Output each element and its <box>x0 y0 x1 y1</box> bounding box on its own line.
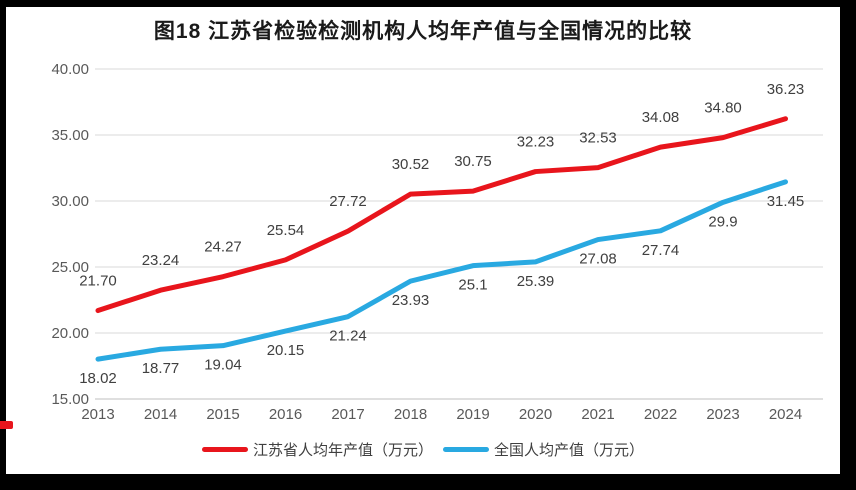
data-label: 23.24 <box>142 252 180 269</box>
data-label: 31.45 <box>767 193 805 210</box>
data-label: 20.15 <box>267 342 305 359</box>
y-tick-label: 15.00 <box>51 391 89 408</box>
legend-swatch-1 <box>443 447 489 452</box>
y-tick-label: 30.00 <box>51 193 89 210</box>
data-label: 21.24 <box>329 328 367 345</box>
x-tick-label: 2013 <box>81 406 114 423</box>
data-label: 32.53 <box>579 130 617 147</box>
x-tick-label: 2021 <box>581 406 614 423</box>
data-label: 18.02 <box>79 370 117 387</box>
x-tick-label: 2016 <box>269 406 302 423</box>
data-label: 23.93 <box>392 292 430 309</box>
x-tick-label: 2014 <box>144 406 177 423</box>
y-tick-label: 25.00 <box>51 259 89 276</box>
chart-legend: 江苏省人均年产值（万元） 全国人均产值（万元） <box>6 439 840 460</box>
x-tick-label: 2022 <box>644 406 677 423</box>
x-tick-label: 2017 <box>331 406 364 423</box>
x-tick-label: 2018 <box>394 406 427 423</box>
data-label: 36.23 <box>767 81 805 98</box>
series-line-1 <box>95 179 788 362</box>
legend-swatch-0 <box>201 447 248 452</box>
data-label: 24.27 <box>204 239 242 256</box>
data-label: 25.39 <box>517 273 555 290</box>
data-label: 29.9 <box>708 213 737 230</box>
document-page: 图18 江苏省检验检测机构人均年产值与全国情况的比较 40.00 35.00 30.… <box>6 7 840 474</box>
legend-item-0: 江苏省人均年产值（万元） <box>201 439 433 460</box>
y-tick-label: 20.00 <box>51 325 89 342</box>
scan-artifact-mark <box>0 421 13 429</box>
x-tick-label: 2015 <box>206 406 239 423</box>
chart-title: 图18 江苏省检验检测机构人均年产值与全国情况的比较 <box>153 20 693 43</box>
data-label: 21.70 <box>79 273 117 290</box>
data-label: 27.08 <box>579 251 617 268</box>
data-label: 27.74 <box>642 242 680 259</box>
y-tick-label: 40.00 <box>51 61 89 78</box>
data-label: 18.77 <box>142 360 180 377</box>
data-label: 19.04 <box>204 357 242 374</box>
series-line-0 <box>95 116 788 314</box>
data-label: 34.80 <box>704 100 742 117</box>
legend-label-1: 全国人均产值（万元） <box>494 442 645 459</box>
legend-item-1: 全国人均产值（万元） <box>443 439 644 460</box>
x-tick-label: 2023 <box>706 406 739 423</box>
legend-label-0: 江苏省人均年产值（万元） <box>252 442 433 459</box>
x-tick-label: 2019 <box>456 406 489 423</box>
data-label: 30.75 <box>454 153 492 170</box>
data-label: 32.23 <box>517 134 555 151</box>
data-label: 34.08 <box>642 109 680 126</box>
x-tick-label: 2024 <box>769 406 802 423</box>
data-label: 30.52 <box>392 156 430 173</box>
data-label: 25.54 <box>267 222 305 239</box>
x-tick-label: 2020 <box>519 406 552 423</box>
y-tick-label: 35.00 <box>51 127 89 144</box>
data-label: 27.72 <box>329 193 367 210</box>
data-label: 25.1 <box>458 277 487 294</box>
